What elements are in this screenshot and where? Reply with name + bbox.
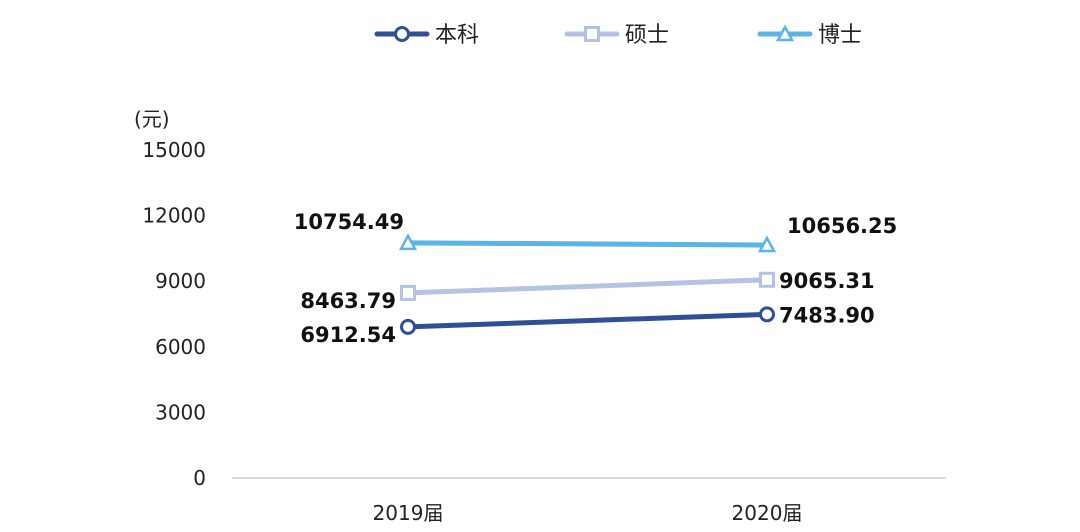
- y-axis-ticks: 0 3000 6000 9000 12000 15000: [142, 138, 206, 490]
- data-label-1-1: 9065.31: [779, 269, 875, 293]
- y-tick-label: 9000: [155, 269, 206, 293]
- data-point-0-0: [400, 318, 416, 335]
- y-tick-label: 6000: [155, 335, 206, 359]
- y-tick-label: 0: [193, 466, 206, 490]
- y-tick-label: 15000: [142, 138, 206, 162]
- legend-marker-2: [775, 24, 795, 42]
- legend-label-1: 硕士: [625, 23, 669, 48]
- x-tick-label: 2020届: [732, 501, 803, 525]
- data-label-2-0: 10754.49: [294, 210, 404, 234]
- legend-label-0: 本科: [435, 23, 479, 48]
- data-point-0-1: [759, 306, 775, 323]
- data-point-2-1: [757, 235, 777, 253]
- data-label-1-0: 8463.79: [300, 289, 396, 313]
- y-tick-label: 12000: [142, 204, 206, 228]
- data-label-0-1: 7483.90: [779, 303, 875, 327]
- series-line-0: [405, 311, 770, 330]
- chart-legend: 本科 硕士 博士: [374, 23, 862, 48]
- data-point-1-1: [759, 271, 775, 288]
- legend-label-2: 博士: [818, 23, 862, 48]
- y-tick-label: 3000: [155, 400, 206, 424]
- data-label-0-0: 6912.54: [300, 323, 396, 347]
- x-axis-ticks: 2019届 2020届: [373, 501, 803, 525]
- legend-marker-0: [394, 26, 410, 42]
- data-point-2-0: [398, 233, 418, 251]
- series-layer: [398, 233, 777, 335]
- series-line-1: [405, 277, 770, 296]
- series-line-2: [405, 240, 770, 248]
- x-tick-label: 2019届: [373, 501, 444, 525]
- data-label-2-1: 10656.25: [787, 214, 897, 238]
- y-axis-unit-label: (元): [134, 107, 170, 131]
- data-labels: 6912.54 7483.90 8463.79 9065.31 10754.49 1065…: [294, 210, 898, 347]
- data-point-1-0: [400, 284, 416, 301]
- legend-marker-1: [584, 26, 600, 42]
